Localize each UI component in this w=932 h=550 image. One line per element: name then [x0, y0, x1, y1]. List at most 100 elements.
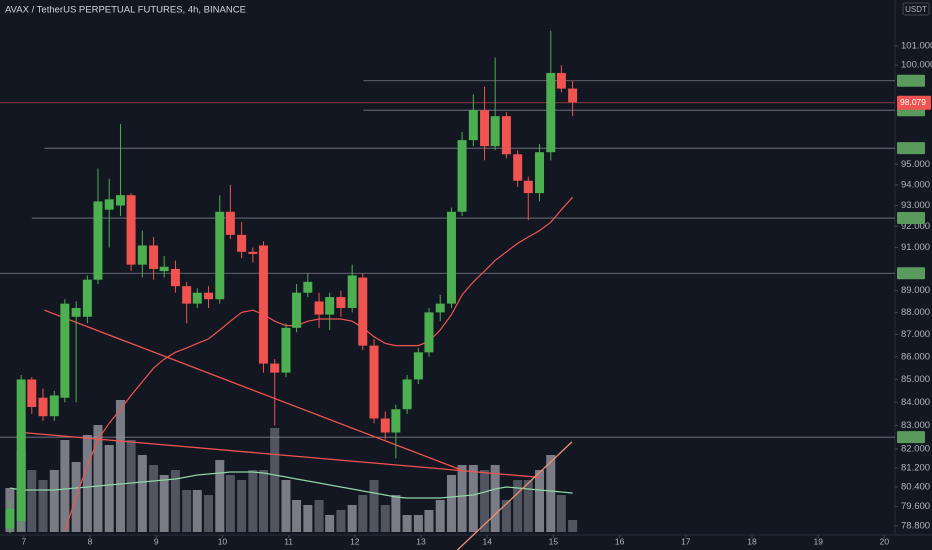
y-tick-label: 95.000 [901, 159, 930, 170]
volume-bar [546, 455, 556, 532]
axes: 101.000100.00095.00094.00093.00092.00091… [21, 40, 932, 546]
candle-body [480, 110, 490, 147]
candle-body [159, 266, 169, 272]
volume-bar [314, 500, 324, 532]
volume-bar [358, 495, 368, 532]
volume-bar [281, 480, 291, 532]
volume-bar [568, 520, 578, 532]
volume-bar [435, 500, 445, 532]
currency[interactable]: USDT [905, 5, 927, 14]
x-tick-label: 8 [88, 536, 93, 546]
y-tick-label: 83.000 [901, 420, 930, 431]
y-tick-label: 92.000 [901, 221, 930, 232]
candle-body [38, 397, 48, 417]
candle-body [402, 379, 412, 410]
candle-body [115, 195, 125, 206]
candle-body [292, 292, 302, 328]
last-price-label: 98.079 [900, 97, 926, 107]
x-tick-label: 14 [482, 536, 492, 546]
volume-bar [402, 515, 412, 532]
volume-bar [204, 495, 214, 532]
candle-body [5, 508, 15, 529]
volume-bar [347, 505, 357, 532]
volume-bar [38, 480, 48, 532]
candle-body [225, 211, 235, 235]
y-tick-label: 85.000 [901, 374, 930, 385]
candle-body [204, 292, 214, 300]
volume-bar [115, 400, 125, 532]
level-tag [897, 267, 925, 280]
candle-body [490, 116, 500, 147]
y-tick-label: 84.000 [901, 397, 930, 408]
volume-bar [258, 470, 268, 532]
volume-bar [237, 480, 247, 532]
volume-bar [170, 470, 180, 532]
candle-body [281, 327, 291, 373]
y-tick-label: 91.000 [901, 242, 930, 253]
trend-line [21, 431, 541, 479]
x-tick-label: 17 [681, 536, 691, 546]
last-price-tag [897, 95, 931, 110]
candle-body [468, 110, 478, 141]
volume-pane [5, 400, 578, 532]
x-tick-label: 9 [154, 536, 159, 546]
trend-line [44, 309, 463, 471]
volume-bar [523, 480, 533, 532]
y-tick-label: 89.000 [901, 285, 930, 296]
x-tick-label: 20 [880, 536, 890, 546]
volume-bar [446, 475, 456, 532]
candle-body [237, 234, 247, 252]
y-tick-label: 81.200 [901, 462, 930, 473]
candle-body [258, 245, 268, 364]
volume-bar [215, 460, 225, 532]
candle-body [546, 72, 556, 153]
candle-body [182, 286, 192, 304]
candle-body [556, 72, 566, 89]
currency-box[interactable] [902, 2, 930, 16]
volume-bar [413, 515, 423, 532]
volume-bar [556, 495, 566, 532]
volume-bar [182, 490, 192, 532]
candle-body [358, 277, 368, 346]
volume-bar [292, 500, 302, 532]
x-tick-label: 7 [21, 536, 26, 546]
x-tick-label: 19 [813, 536, 823, 546]
level-tag [897, 142, 925, 155]
candle-body [413, 352, 423, 380]
candle-body [424, 312, 434, 353]
volume-bar [468, 465, 478, 532]
volume-bar [501, 500, 511, 532]
y-tick-label: 79.600 [901, 501, 930, 512]
volume-bar [49, 470, 59, 532]
volume-bar [126, 440, 136, 532]
volume-bar [270, 428, 280, 532]
x-tick-label: 11 [284, 536, 293, 546]
volume-bar [248, 470, 258, 532]
volume-bar [336, 510, 346, 532]
candle-body [501, 116, 511, 155]
volume-bar [535, 470, 545, 532]
candle-body [314, 301, 324, 315]
candle-body [391, 409, 401, 433]
x-tick-label: 10 [218, 536, 228, 546]
candle-body [248, 251, 258, 254]
y-tick-label: 94.000 [901, 179, 930, 190]
candle-body [215, 211, 225, 300]
candle-body [369, 345, 379, 419]
volume-bar [93, 425, 103, 532]
volume-bar [82, 435, 92, 532]
y-tick-label: 88.000 [901, 307, 930, 318]
candle-body [568, 88, 578, 103]
x-tick-label: 12 [350, 536, 360, 546]
y-tick-label: 86.000 [901, 351, 930, 362]
y-tick-label: 78.800 [901, 520, 930, 531]
volume-bar [490, 465, 500, 532]
x-tick-label: 16 [615, 536, 625, 546]
volume-bar [137, 455, 147, 532]
candle-body [137, 245, 147, 265]
x-tick-label: 18 [747, 536, 757, 546]
candle-body [446, 211, 456, 304]
volume-bar [380, 505, 390, 532]
candle-body [347, 275, 357, 308]
candle-body [126, 195, 136, 265]
